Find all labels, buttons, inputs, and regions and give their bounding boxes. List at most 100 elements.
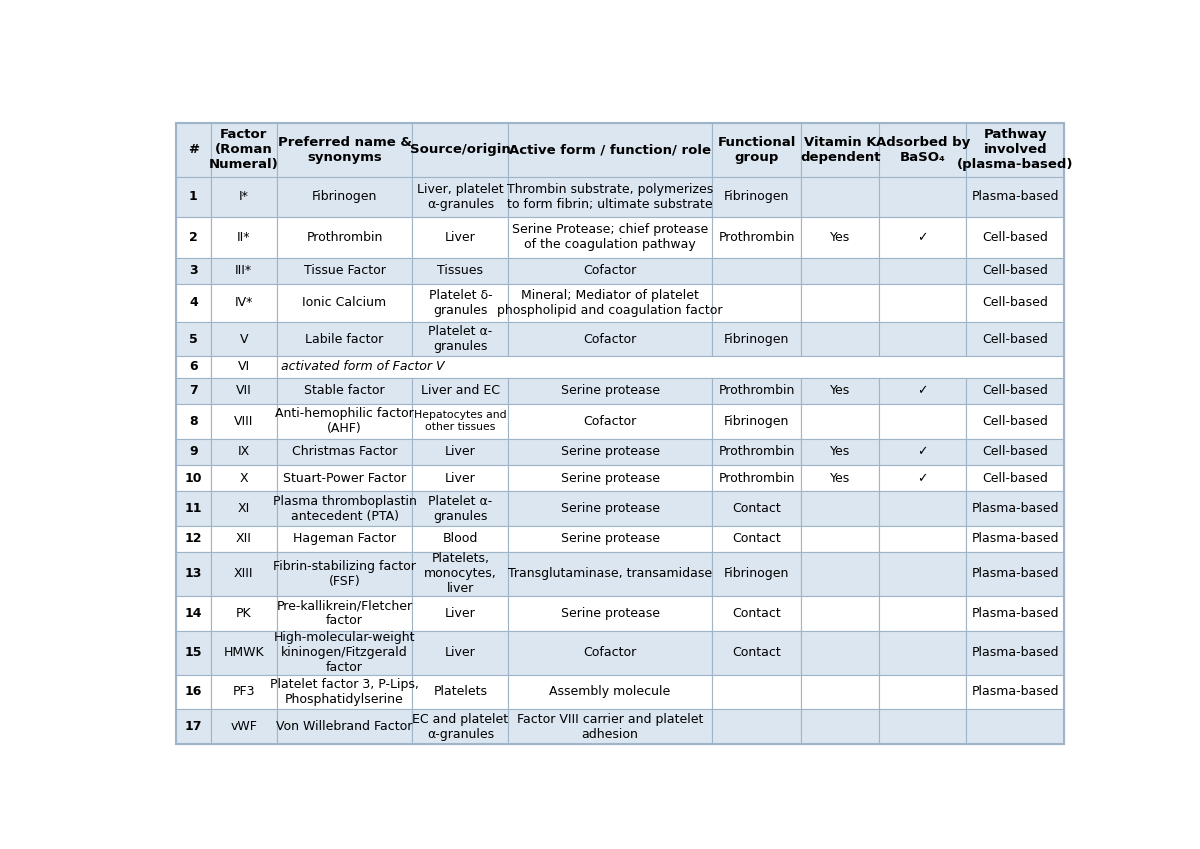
Bar: [277, 322, 413, 357]
Text: 11: 11: [185, 503, 202, 515]
Text: Preferred name &
synonyms: Preferred name & synonyms: [277, 136, 412, 164]
Text: VII: VII: [236, 385, 252, 397]
Bar: [509, 322, 712, 357]
Bar: [211, 596, 277, 631]
Text: Plasma-based: Plasma-based: [972, 607, 1058, 620]
Bar: [966, 596, 1064, 631]
Bar: [176, 709, 211, 744]
Bar: [802, 526, 880, 552]
Text: 6: 6: [190, 361, 198, 374]
Bar: [880, 284, 966, 322]
Bar: [176, 216, 211, 258]
Text: Serine protease: Serine protease: [560, 446, 660, 458]
Bar: [176, 465, 211, 492]
Text: Prothrombin: Prothrombin: [306, 231, 383, 244]
Bar: [509, 492, 712, 526]
Bar: [712, 526, 802, 552]
Text: Cell-based: Cell-based: [983, 333, 1048, 346]
Bar: [211, 123, 277, 177]
Text: Yes: Yes: [830, 446, 851, 458]
Bar: [176, 258, 211, 284]
Text: Platelet δ-
granules: Platelet δ- granules: [428, 289, 492, 317]
Text: Platelet α-
granules: Platelet α- granules: [428, 495, 492, 523]
Text: Fibrin-stabilizing factor
(FSF): Fibrin-stabilizing factor (FSF): [274, 559, 416, 588]
Text: Factor VIII carrier and platelet
adhesion: Factor VIII carrier and platelet adhesio…: [517, 712, 703, 740]
Text: Factor
(Roman
Numeral): Factor (Roman Numeral): [209, 128, 278, 171]
Bar: [712, 378, 802, 404]
Text: PF3: PF3: [233, 685, 256, 699]
Bar: [176, 123, 211, 177]
Bar: [880, 177, 966, 216]
Bar: [413, 284, 509, 322]
Text: Cell-based: Cell-based: [983, 296, 1048, 309]
Text: Anti-hemophilic factor
(AHF): Anti-hemophilic factor (AHF): [275, 408, 414, 436]
Text: 12: 12: [185, 532, 202, 545]
Bar: [211, 378, 277, 404]
Text: 4: 4: [190, 296, 198, 309]
Text: Serine Protease; chief protease
of the coagulation pathway: Serine Protease; chief protease of the c…: [512, 223, 708, 251]
Bar: [712, 709, 802, 744]
Bar: [966, 675, 1064, 709]
Text: Stable factor: Stable factor: [305, 385, 385, 397]
Text: Transglutaminase, transamidase: Transglutaminase, transamidase: [508, 567, 712, 581]
Bar: [712, 596, 802, 631]
Text: Pre-kallikrein/Fletcher
factor: Pre-kallikrein/Fletcher factor: [276, 599, 413, 627]
Text: Contact: Contact: [732, 646, 781, 659]
Bar: [966, 631, 1064, 675]
Text: Labile factor: Labile factor: [305, 333, 384, 346]
Bar: [211, 404, 277, 439]
Text: Contact: Contact: [732, 607, 781, 620]
Bar: [277, 465, 413, 492]
Bar: [277, 258, 413, 284]
Text: #: #: [188, 143, 199, 156]
Bar: [966, 378, 1064, 404]
Text: Fibrinogen: Fibrinogen: [312, 190, 377, 204]
Text: III*: III*: [235, 264, 252, 278]
Text: Cell-based: Cell-based: [983, 264, 1048, 278]
Bar: [176, 492, 211, 526]
Bar: [802, 439, 880, 465]
Text: Hageman Factor: Hageman Factor: [293, 532, 396, 545]
Bar: [712, 258, 802, 284]
Bar: [176, 552, 211, 596]
Bar: [509, 177, 712, 216]
Text: 17: 17: [185, 720, 202, 733]
Bar: [211, 709, 277, 744]
Bar: [880, 404, 966, 439]
Text: I*: I*: [239, 190, 248, 204]
Bar: [413, 378, 509, 404]
Bar: [413, 258, 509, 284]
Text: Serine protease: Serine protease: [560, 532, 660, 545]
Bar: [211, 258, 277, 284]
Text: Adsorbed by
BaSO₄: Adsorbed by BaSO₄: [876, 136, 970, 164]
Text: 10: 10: [185, 472, 202, 485]
Text: Active form / function/ role: Active form / function/ role: [509, 143, 712, 156]
Bar: [802, 552, 880, 596]
Bar: [413, 439, 509, 465]
Bar: [211, 465, 277, 492]
Text: Platelets: Platelets: [433, 685, 487, 699]
Bar: [211, 216, 277, 258]
Text: activated form of Factor V: activated form of Factor V: [282, 361, 445, 374]
Bar: [509, 552, 712, 596]
Bar: [413, 177, 509, 216]
Text: Tissues: Tissues: [437, 264, 484, 278]
Bar: [880, 439, 966, 465]
Bar: [413, 404, 509, 439]
Text: Contact: Contact: [732, 532, 781, 545]
Text: 5: 5: [190, 333, 198, 346]
Text: Cofactor: Cofactor: [583, 415, 637, 428]
Text: 14: 14: [185, 607, 202, 620]
Text: XIII: XIII: [234, 567, 253, 581]
Bar: [277, 492, 413, 526]
Text: 7: 7: [190, 385, 198, 397]
Bar: [802, 404, 880, 439]
Text: Pathway
involved
(plasma-based): Pathway involved (plasma-based): [956, 128, 1074, 171]
Text: Cell-based: Cell-based: [983, 446, 1048, 458]
Bar: [712, 216, 802, 258]
Text: Vitamin K
dependent: Vitamin K dependent: [800, 136, 881, 164]
Bar: [802, 284, 880, 322]
Bar: [966, 284, 1064, 322]
Text: High-molecular-weight
kininogen/Fitzgerald
factor: High-molecular-weight kininogen/Fitzgera…: [274, 631, 415, 674]
Bar: [802, 322, 880, 357]
